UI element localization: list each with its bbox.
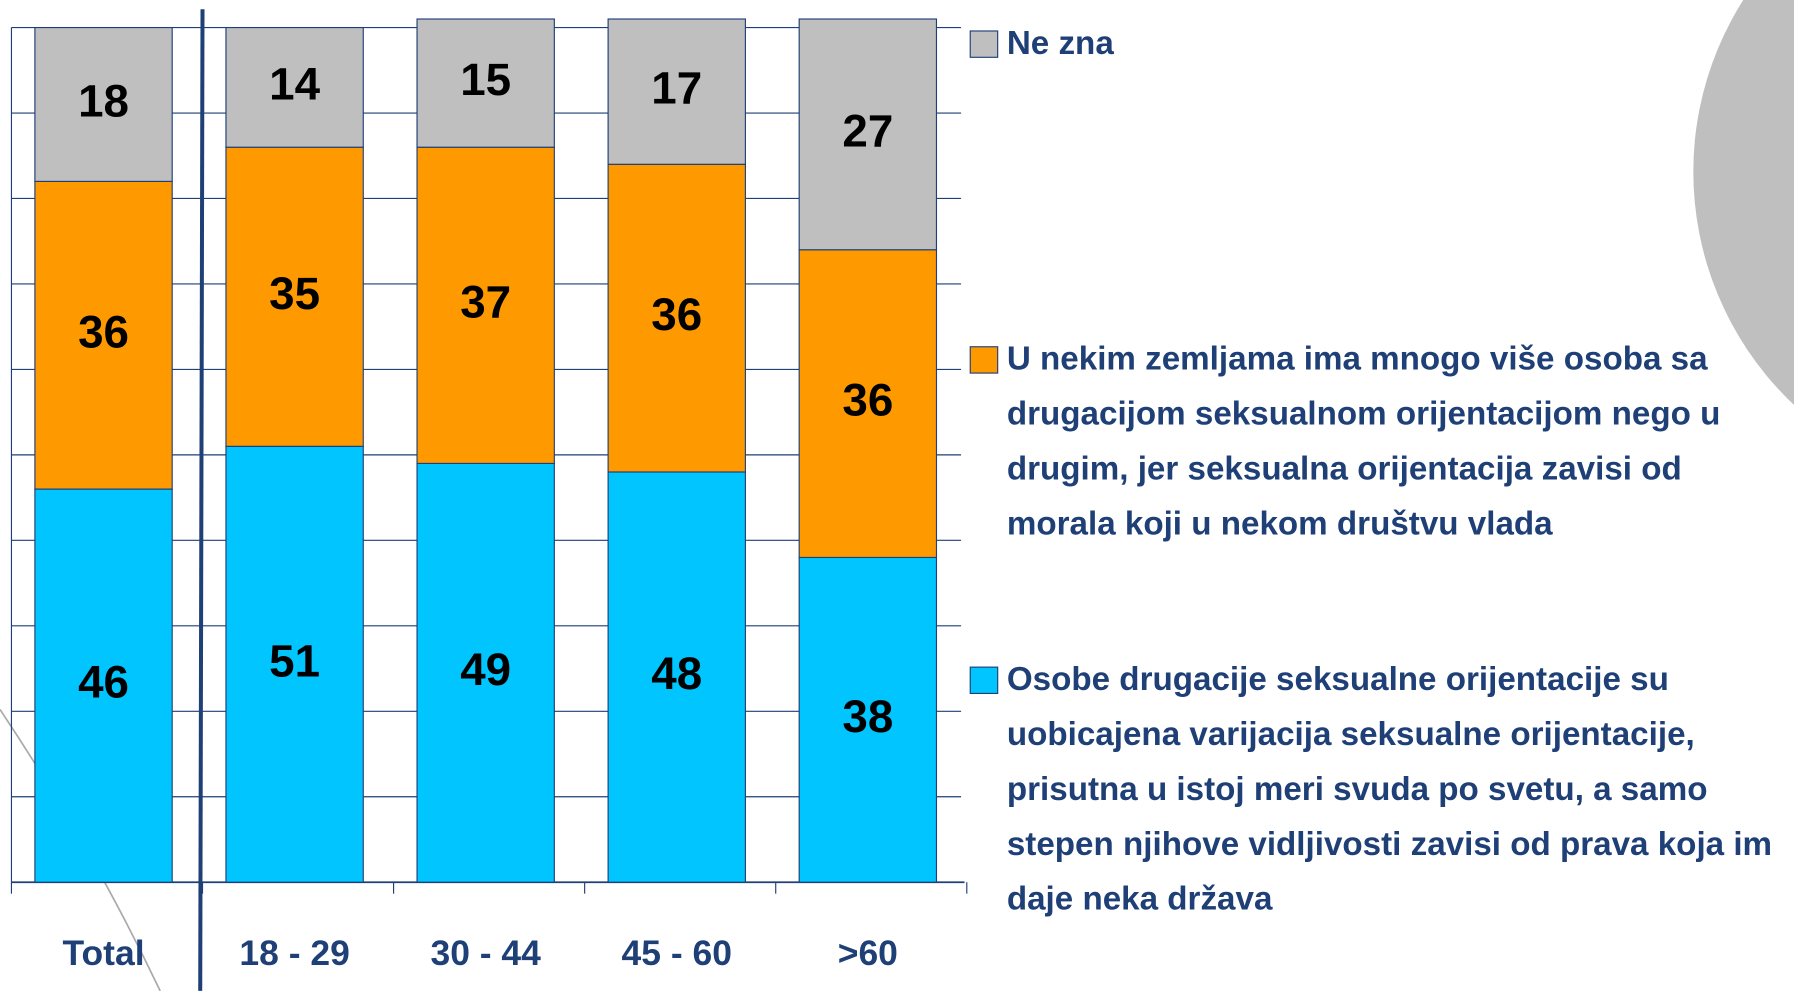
data-label: 36 (78, 306, 129, 357)
legend-swatch (969, 666, 999, 695)
x-tick-label: 45 - 60 (622, 933, 732, 973)
bar-segment (34, 180, 173, 490)
data-label: 17 (651, 63, 702, 114)
legend-label: Ne zna (1006, 25, 1114, 62)
bar-segment (225, 445, 364, 883)
data-label: 15 (460, 54, 511, 105)
legend-item: Osobe drugacije seksualne orijentacije s… (1006, 661, 1773, 918)
bar-segment (416, 462, 555, 883)
bar-segment (225, 26, 364, 148)
legend-item: Ne zna (1006, 25, 1114, 62)
data-label: 37 (460, 276, 511, 327)
legend-label: Osobe drugacije seksualne orijentacije s… (1006, 661, 1773, 918)
legend-item: U nekim zemljama ima mnogo više osoba sa… (1006, 341, 1721, 543)
x-tick-label: 18 - 29 (239, 933, 349, 973)
data-label: 51 (269, 635, 320, 686)
bar-segment (416, 18, 555, 148)
data-label: 14 (269, 58, 320, 109)
bar-segment (607, 163, 746, 473)
x-tick-label: 30 - 44 (430, 933, 541, 973)
data-label: 18 (78, 76, 129, 127)
data-label: 38 (842, 691, 893, 742)
legend-label: U nekim zemljama ima mnogo više osoba sa… (1006, 341, 1721, 543)
legend-swatch (969, 30, 999, 58)
bar-segment (607, 471, 746, 883)
decor-circle (1693, 0, 1794, 405)
bar-segment (798, 18, 938, 251)
data-label: 48 (651, 648, 702, 699)
bar-segment (416, 146, 555, 465)
data-label: 35 (269, 268, 320, 319)
legend-swatch (969, 346, 999, 374)
plot: 46 36 18 Total 51 35 14 18 - 29 49 37 15 30 - 44 48 3… (10, 9, 1773, 991)
bar-segment (798, 556, 938, 883)
data-label: 49 (460, 644, 511, 695)
data-label: 36 (842, 375, 893, 426)
data-label: 36 (651, 289, 702, 340)
x-tick-label: Total (63, 933, 145, 973)
bar-segment (34, 488, 173, 883)
data-label: 46 (78, 657, 129, 708)
separator (198, 9, 205, 991)
x-tick-label: >60 (838, 933, 898, 973)
bar-segment (34, 26, 173, 182)
bar-segment (225, 146, 364, 447)
data-label: 27 (842, 105, 893, 156)
bar-segment (798, 249, 938, 559)
bar-segment (607, 18, 746, 165)
